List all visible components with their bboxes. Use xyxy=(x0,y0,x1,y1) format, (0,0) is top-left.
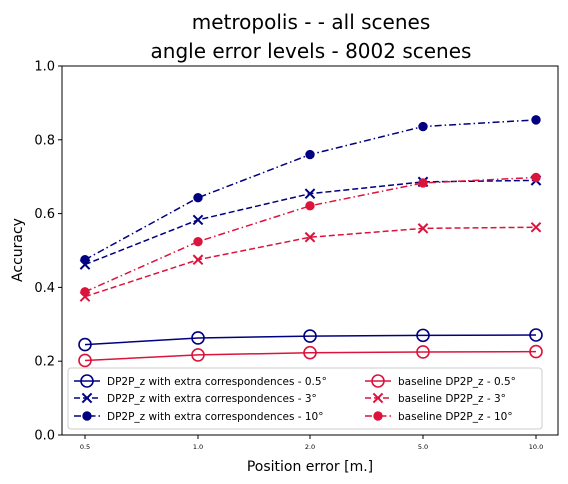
data-point xyxy=(418,178,428,188)
y-tick-label: 0.0 xyxy=(34,429,55,444)
data-point xyxy=(191,331,205,345)
data-point xyxy=(192,254,204,266)
chart-title-line2: angle error levels - 8002 scenes xyxy=(151,39,472,63)
legend-marker xyxy=(81,392,93,404)
data-point xyxy=(304,188,316,199)
data-point xyxy=(303,345,317,360)
series-6 xyxy=(80,172,541,297)
legend-marker xyxy=(371,374,385,388)
data-point xyxy=(305,201,315,211)
data-point xyxy=(304,231,316,243)
data-point xyxy=(530,221,542,233)
data-point xyxy=(80,255,90,265)
legend-label: baseline DP2P_z - 3° xyxy=(398,393,506,405)
y-tick-label: 0.4 xyxy=(34,281,55,296)
x-tick-label: 5.0 xyxy=(418,443,428,451)
y-tick-label: 0.6 xyxy=(34,207,55,222)
legend-label: baseline DP2P_z - 0.5° xyxy=(398,376,516,388)
data-point xyxy=(193,193,203,203)
legend-entry: DP2P_z with extra correspondences - 10° xyxy=(74,411,324,423)
x-tick-label: 2.0 xyxy=(305,443,315,451)
data-point xyxy=(78,353,92,368)
x-axis-label: Position error [m.] xyxy=(247,459,373,475)
data-point xyxy=(305,149,315,160)
legend-entry: baseline DP2P_z - 0.5° xyxy=(365,374,516,388)
series-line xyxy=(84,176,537,293)
legend-marker xyxy=(372,392,384,404)
x-tick-label: 1.0 xyxy=(193,443,203,451)
y-tick-label: 1.0 xyxy=(34,60,55,75)
legend-entry: DP2P_z with extra correspondences - 3° xyxy=(74,392,317,405)
series-1 xyxy=(78,328,543,352)
legend-label: DP2P_z with extra correspondences - 3° xyxy=(107,393,317,405)
x-tick-label: 10.0 xyxy=(529,443,543,451)
data-point xyxy=(531,115,541,125)
legend-label: DP2P_z with extra correspondences - 0.5° xyxy=(107,376,327,388)
data-point xyxy=(78,337,92,352)
legend-label: DP2P_z with extra correspondences - 10° xyxy=(107,411,324,423)
legend-marker xyxy=(373,411,383,421)
legend-entry: DP2P_z with extra correspondences - 0.5° xyxy=(74,374,327,388)
data-point xyxy=(303,329,317,343)
series-line xyxy=(84,350,537,362)
data-point xyxy=(416,328,430,343)
chart-title-line1: metropolis - - all scenes xyxy=(192,10,430,34)
series-5 xyxy=(79,221,542,302)
data-point xyxy=(191,348,205,362)
y-tick-label: 0.2 xyxy=(34,355,55,370)
y-axis-label: Accuracy xyxy=(10,218,26,282)
legend-entry: baseline DP2P_z - 3° xyxy=(365,392,506,405)
legend-entry: baseline DP2P_z - 10° xyxy=(365,411,513,423)
axes-layer: 0.0 0.2 0.4 0.6 0.8 1.0 0.5 1.0 2.0 5.0 10.0 xyxy=(34,60,543,452)
legend: DP2P_z with extra correspondences - 0.5°… xyxy=(67,367,543,430)
data-point xyxy=(531,172,541,183)
data-point xyxy=(529,344,543,359)
data-point xyxy=(80,287,90,297)
legend-box xyxy=(67,367,543,430)
series-3 xyxy=(80,115,541,265)
data-point xyxy=(192,214,204,226)
data-point xyxy=(418,121,428,132)
series-4 xyxy=(78,344,543,368)
series-layer xyxy=(78,115,543,368)
data-point xyxy=(417,223,429,234)
y-tick-label: 0.8 xyxy=(34,133,55,148)
legend-marker xyxy=(80,374,94,388)
series-line xyxy=(84,334,537,346)
data-point xyxy=(529,328,543,342)
x-tick-label: 0.5 xyxy=(80,443,90,451)
legend-label: baseline DP2P_z - 10° xyxy=(398,411,513,423)
data-point xyxy=(193,236,203,247)
data-point xyxy=(416,345,430,359)
legend-marker xyxy=(82,411,92,421)
